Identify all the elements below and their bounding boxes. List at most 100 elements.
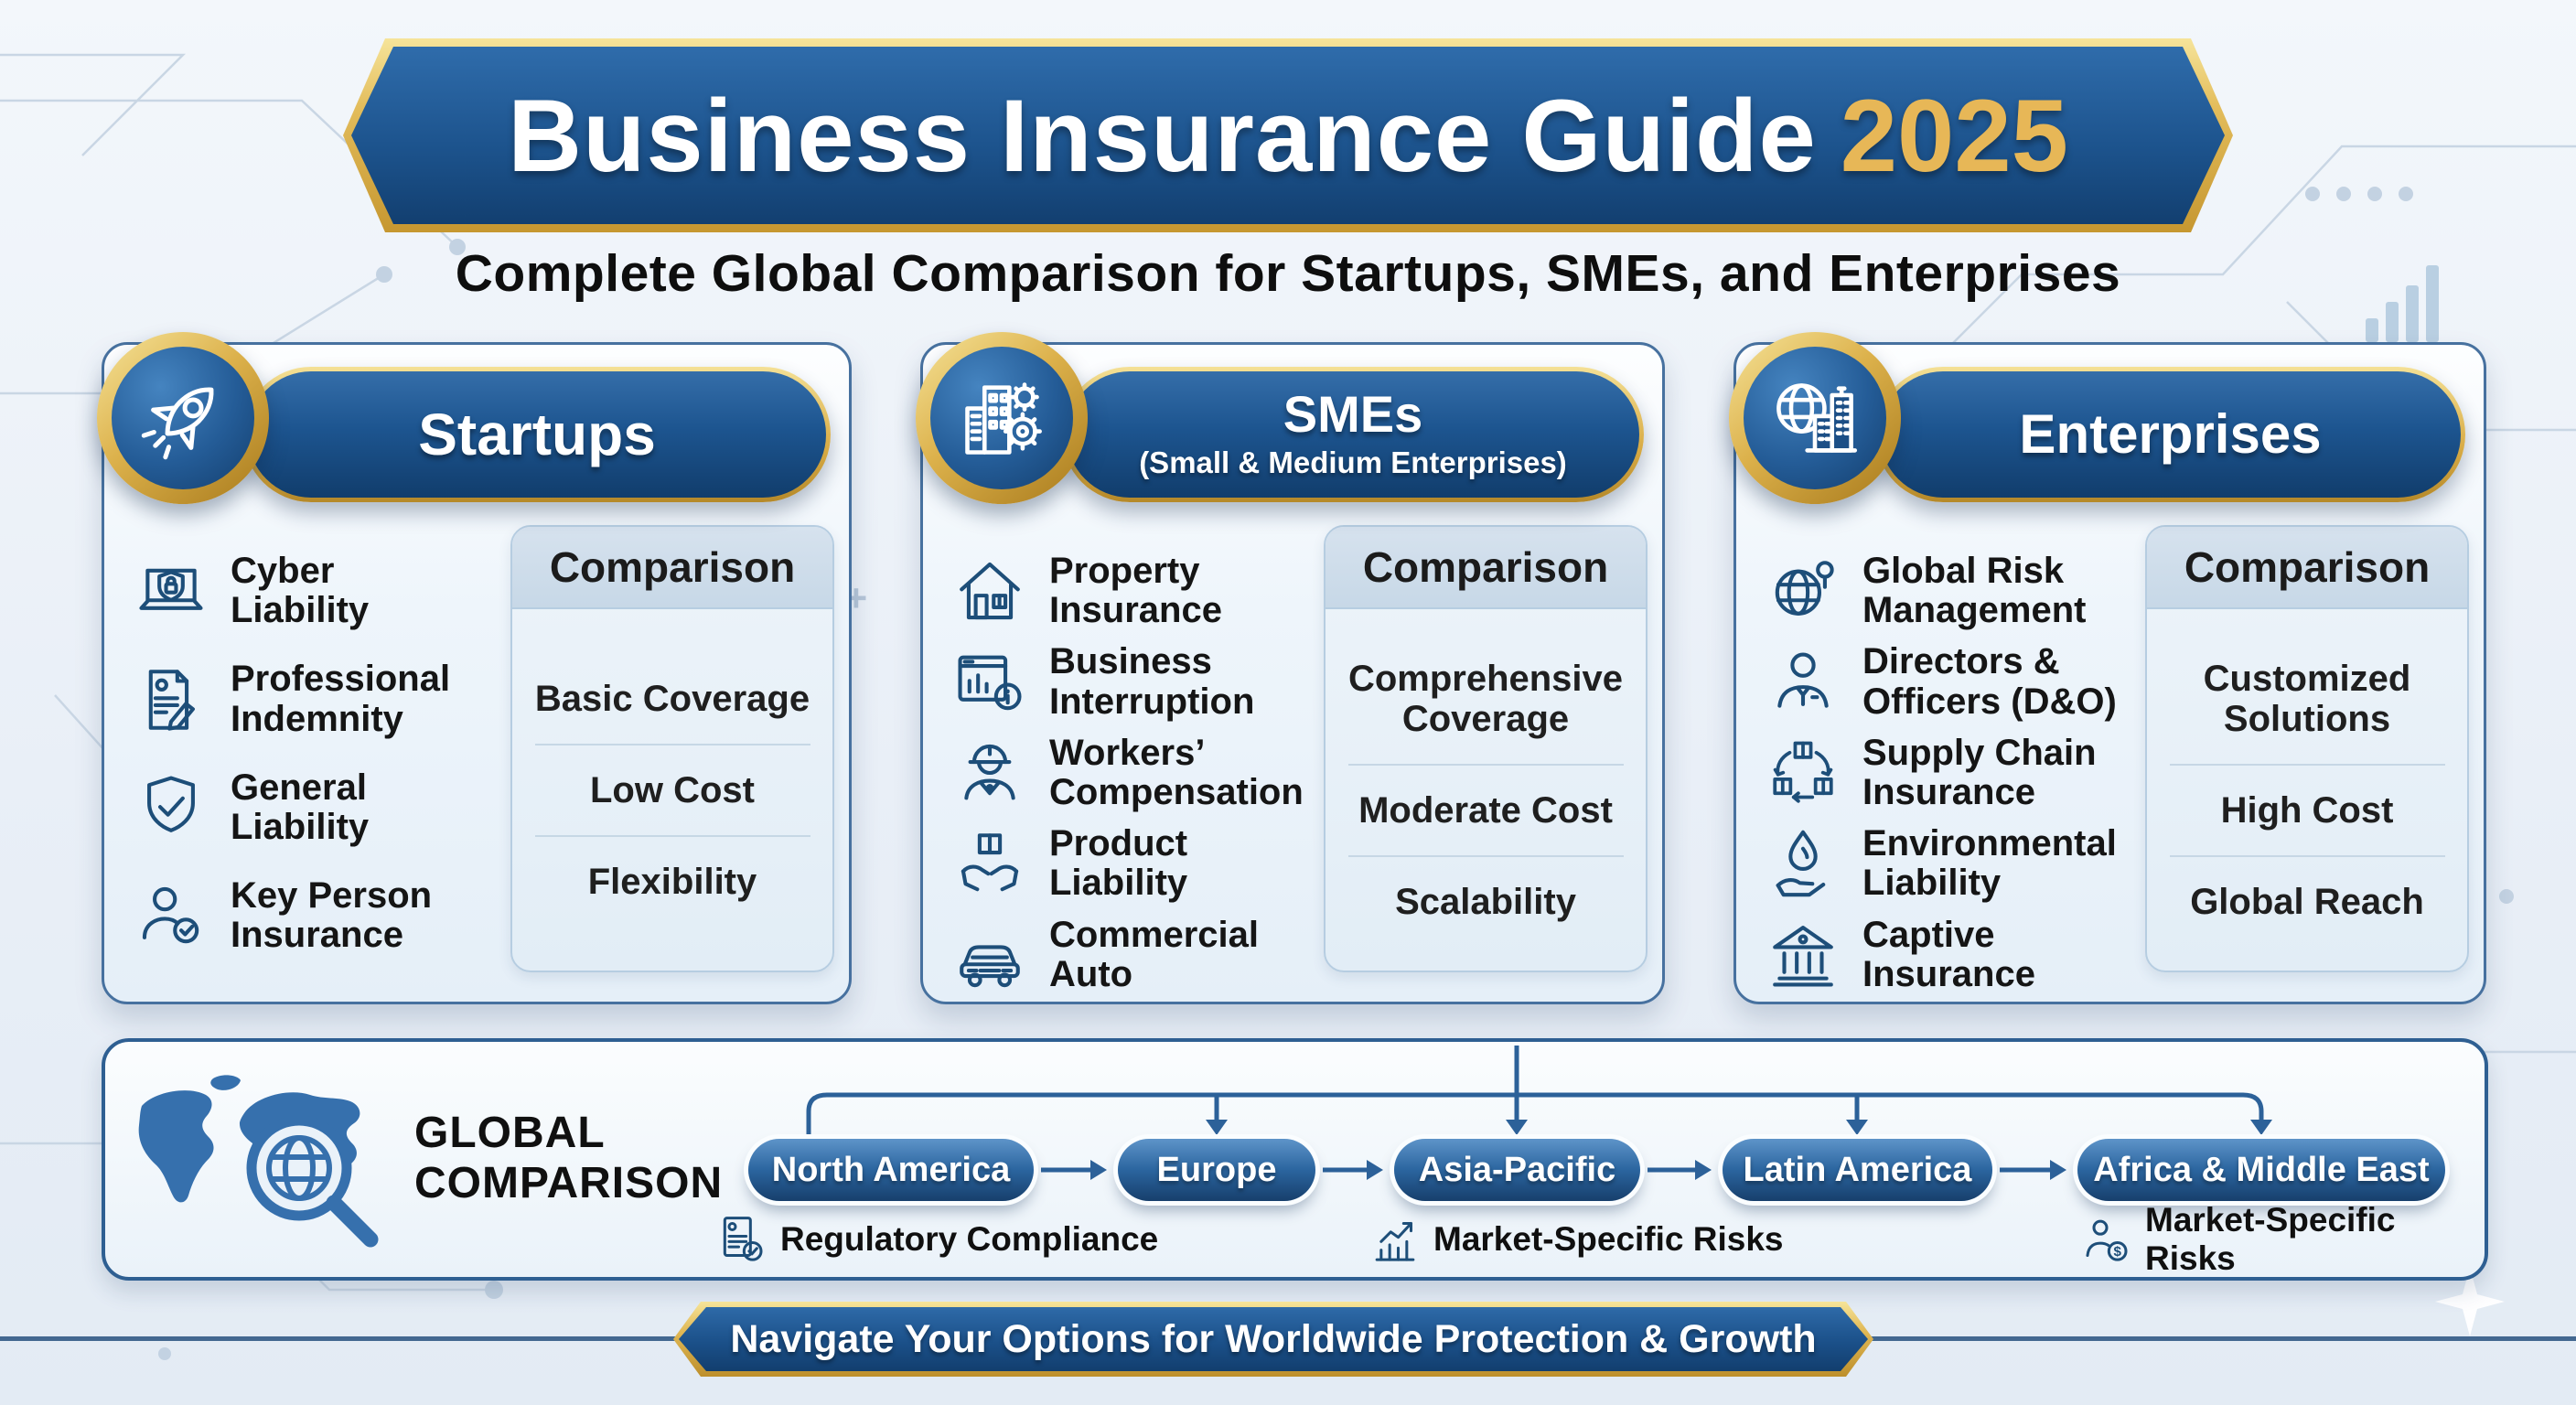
car-icon (950, 916, 1029, 994)
list-item-product-liability: Product Liability (950, 823, 1304, 904)
comparison-row: Moderate Cost (1347, 763, 1624, 855)
comparison-row: Scalability (1347, 854, 1624, 947)
page-subtitle: Complete Global Comparison for Startups,… (455, 244, 2121, 303)
startups-list: Cyber Liability Professional Indemnity (132, 551, 450, 956)
world-map-magnifier-icon (138, 1075, 379, 1248)
boxes-cycle-icon (1764, 734, 1842, 812)
panel-subtitle: (Small & Medium Enterprises) (1139, 445, 1567, 479)
list-item-professional-indemnity: Professional Indemnity (132, 660, 450, 738)
list-item-label: Workers’ Compensation (1049, 732, 1304, 812)
bar-chart-glyph (2366, 265, 2439, 342)
note-label: Market-Specific Risks (1433, 1220, 1784, 1258)
compliance-document-icon (716, 1214, 767, 1265)
list-item-label: Key Person Insurance (231, 875, 433, 956)
global-comparison-heading: GLOBAL COMPARISON (414, 1109, 724, 1208)
list-item-cyber-liability: Cyber Liability (132, 551, 450, 631)
region-pill-north-america: North America (748, 1139, 1034, 1201)
panel-title: Startups (418, 402, 656, 467)
comparison-row: Customized Solutions (2203, 658, 2411, 739)
comparison-row: Basic Coverage (534, 678, 810, 719)
list-item-label: Professional Indemnity (231, 659, 451, 739)
list-item-workers-compensation: Workers’ Compensation (950, 732, 1304, 812)
shield-check-icon (132, 768, 210, 847)
list-item-label: Directors & Officers (D&O) (1862, 641, 2117, 722)
comparison-header: Comparison (512, 527, 832, 609)
comparison-row: Flexibility (534, 834, 810, 927)
note-market-specific-risks-2: $ Market-Specific Risks (2081, 1201, 2485, 1277)
sparkle-decoration (2435, 1267, 2505, 1336)
growth-chart-icon (1369, 1214, 1421, 1265)
list-item-directors-officers: Directors & Officers (D&O) (1764, 642, 2117, 721)
list-item-commercial-auto: Commercial Auto (950, 914, 1304, 994)
person-coin-icon: $ (2081, 1214, 2132, 1265)
page-title: Business Insurance Guide (508, 78, 1817, 193)
list-item-key-person: Key Person Insurance (132, 875, 450, 956)
note-label: Regulatory Compliance (780, 1220, 1159, 1258)
note-label: Market-Specific Risks (2145, 1201, 2396, 1277)
footer-banner-face: Navigate Your Options for Worldwide Prot… (679, 1307, 1868, 1371)
smes-list: Property Insurance Business Interruption (950, 551, 1304, 994)
panel-smes: SMEs (Small & Medium Enterprises) Proper… (916, 332, 1665, 1004)
rocket-icon (112, 347, 254, 489)
list-item-business-interruption: Business Interruption (950, 642, 1304, 721)
enterprises-list: Global Risk Management Directors & Officer… (1764, 551, 2117, 994)
list-item-label: Supply Chain Insurance (1862, 732, 2097, 812)
list-item-label: Cyber Liability (231, 551, 370, 631)
list-item-global-risk: Global Risk Management (1764, 551, 2117, 631)
list-item-general-liability: General Liability (132, 767, 450, 847)
region-pill-africa-middle-east: Africa & Middle East (2077, 1139, 2445, 1201)
list-item-environmental-liability: Environmental Liability (1764, 823, 2117, 904)
list-item-label: Business Interruption (1049, 641, 1255, 722)
note-regulatory-compliance: Regulatory Compliance (716, 1210, 1158, 1269)
comparison-header: Comparison (2147, 527, 2467, 609)
svg-text:$: $ (2113, 1244, 2121, 1260)
enterprises-comparison-box: Comparison Customized Solutions High Cos… (2145, 525, 2469, 972)
comparison-row: Comprehensive Coverage (1347, 658, 1624, 739)
smes-header-pill: SMEs (Small & Medium Enterprises) (1062, 367, 1644, 502)
document-pen-icon (132, 660, 210, 739)
list-item-label: Product Liability (1049, 823, 1188, 904)
region-pill-latin-america: Latin America (1723, 1139, 1992, 1201)
startups-header-pill: Startups (243, 367, 831, 502)
executive-person-icon (1764, 643, 1842, 722)
list-item-label: Captive Insurance (1862, 914, 2035, 994)
header-banner: Business Insurance Guide 2025 (343, 38, 2233, 232)
laptop-shield-lock-icon (132, 552, 210, 630)
panel-title: SMEs (1283, 385, 1423, 443)
list-item-property-insurance: Property Insurance (950, 551, 1304, 630)
startups-comparison-box: Comparison Basic Coverage Low Cost Flexi… (510, 525, 834, 972)
startups-badge (97, 332, 269, 504)
list-item-label: General Liability (231, 767, 370, 847)
region-pill-asia-pacific: Asia-Pacific (1394, 1139, 1640, 1201)
enterprises-badge (1729, 332, 1901, 504)
list-item-label: Commercial Auto (1049, 914, 1259, 994)
header-banner-face: Business Insurance Guide 2025 (351, 47, 2225, 224)
comparison-row: Global Reach (2169, 854, 2445, 947)
bank-icon (1764, 916, 1842, 994)
person-check-icon (132, 876, 210, 955)
globe-buildings-icon (1744, 347, 1886, 489)
globe-pin-icon (1764, 552, 1842, 630)
hands-box-icon (950, 824, 1029, 903)
comparison-header: Comparison (1326, 527, 1646, 609)
note-market-specific-risks-1: Market-Specific Risks (1369, 1210, 1784, 1269)
region-pill-europe: Europe (1118, 1139, 1315, 1201)
panel-startups: Startups Cyber Liability (97, 332, 852, 1004)
smes-badge (916, 332, 1088, 504)
list-item-label: Environmental Liability (1862, 823, 2117, 904)
list-item-captive-insurance: Captive Insurance (1764, 914, 2117, 994)
building-gears-icon (930, 347, 1073, 489)
panel-enterprises: Enterprises Global Risk Management (1729, 332, 2486, 1004)
smes-comparison-box: Comparison Comprehensive Coverage Modera… (1324, 525, 1648, 972)
page-title-year: 2025 (1840, 78, 2068, 193)
enterprises-header-pill: Enterprises (1875, 367, 2465, 502)
list-item-label: Global Risk Management (1862, 551, 2087, 631)
regions-connector (806, 1046, 2272, 1180)
global-comparison-bar: GLOBAL COMPARISON North (102, 1038, 2488, 1281)
comparison-row: Low Cost (534, 743, 810, 835)
chart-window-info-icon (950, 643, 1029, 722)
comparison-row: High Cost (2169, 763, 2445, 855)
footer-text: Navigate Your Options for Worldwide Prot… (730, 1316, 1817, 1361)
footer-banner: Navigate Your Options for Worldwide Prot… (673, 1302, 1873, 1377)
